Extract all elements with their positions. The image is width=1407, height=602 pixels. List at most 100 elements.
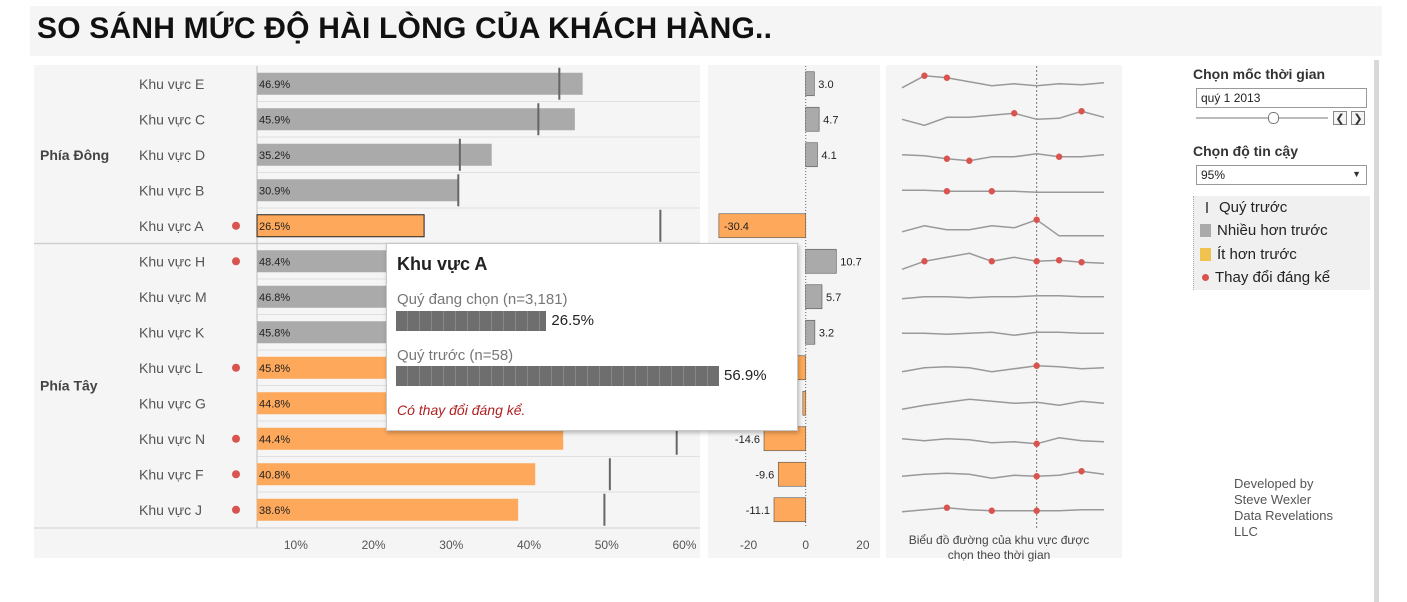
tooltip-previous-label: Quý trước (n=58) [397, 347, 514, 364]
confidence-dropdown[interactable]: 95% ▼ [1196, 165, 1367, 185]
significant-dot-icon [1202, 274, 1209, 281]
change-value-label: -11.1 [746, 505, 770, 517]
significant-point [1055, 153, 1063, 160]
credit-line: LLC [1234, 524, 1258, 539]
tooltip-previous-bar [396, 366, 719, 386]
credit: Developed by Steve Wexler Data Revelatio… [1234, 476, 1364, 540]
satisfaction-bar [257, 463, 536, 486]
time-filter-title: Chọn mốc thời gian [1193, 66, 1326, 82]
change-x-axis: -20 0 20 [740, 538, 870, 552]
confidence-filter-title: Chọn độ tin cậy [1193, 143, 1298, 159]
significant-point [1033, 507, 1040, 514]
group-label: Phía Tây [40, 378, 98, 394]
category-label: Khu vực K [139, 324, 205, 340]
satisfaction-bar [257, 143, 492, 166]
category-label: Khu vực M [139, 289, 207, 305]
significant-dot [232, 221, 240, 230]
change-tick-label: 20 [856, 538, 870, 552]
tooltip-title: Khu vực A [397, 254, 488, 274]
sparkline [902, 189, 1104, 194]
legend-item-previous: Quý trước [1200, 199, 1287, 216]
change-bar [805, 71, 815, 97]
bar-value-label: 38.6% [259, 505, 290, 517]
satisfaction-x-axis: 10% 20% 30% 40% 50% 60% [284, 538, 697, 552]
significant-point [1078, 468, 1085, 475]
chevron-right-icon[interactable]: ❯ [1351, 111, 1365, 125]
significant-point [1033, 216, 1040, 223]
legend-label-more: Nhiều hơn trước [1217, 222, 1328, 239]
reference-line-icon [1206, 202, 1208, 213]
time-slider-thumb[interactable] [1267, 112, 1279, 124]
significant-point [1033, 362, 1040, 369]
sparkline [901, 365, 1105, 373]
change-bar [777, 461, 807, 487]
chevron-left-icon[interactable]: ❮ [1333, 111, 1347, 125]
category-label: Khu vực E [139, 76, 204, 92]
significant-dot [232, 470, 240, 479]
significant-point [966, 157, 973, 164]
page-scrollbar[interactable] [1374, 60, 1379, 602]
tooltip-current-bar [396, 311, 547, 331]
bar-value-label: 40.8% [259, 469, 290, 481]
tooltip-previous-value: 56.9% [724, 367, 767, 384]
category-label: Khu vực F [139, 466, 204, 482]
change-bar [805, 142, 818, 168]
legend-item-less: Ít hơn trước [1200, 246, 1297, 263]
significant-point [988, 188, 995, 195]
time-slider[interactable] [1196, 112, 1328, 124]
category-label: Khu vực C [139, 111, 205, 127]
change-bar [805, 319, 816, 345]
change-bar-chart: 3.0 4.7 4.1 -30.4 10.7 5.7 3.2 -14.6 -9.6 -11.1 [718, 66, 862, 528]
significant-point [988, 258, 995, 265]
significant-point [943, 504, 951, 511]
category-label: Khu vực D [139, 147, 205, 163]
x-tick-label: 60% [672, 538, 696, 552]
change-bar [805, 106, 820, 132]
significant-point [943, 74, 951, 81]
significant-point [1078, 259, 1085, 266]
credit-line: Developed by [1234, 476, 1314, 491]
sparkline [901, 75, 1105, 89]
significant-dot [232, 434, 240, 443]
significant-point [1033, 473, 1040, 480]
sparkline [902, 331, 1104, 337]
satisfaction-bar [257, 427, 564, 450]
bar-value-label: 45.9% [259, 114, 290, 126]
sparkline [901, 470, 1105, 480]
significant-dot [232, 505, 240, 514]
change-value-label: 4.7 [823, 114, 838, 126]
bar-value-label: 30.9% [259, 185, 290, 197]
legend-item-more: Nhiều hơn trước [1200, 222, 1328, 239]
sparkline [901, 507, 1104, 513]
bar-value-label: 26.5% [259, 221, 290, 233]
significant-point [1011, 110, 1018, 117]
significant-point [943, 155, 951, 162]
change-value-label: 5.7 [826, 292, 841, 304]
trend-panel-bg [886, 65, 1122, 558]
x-tick-label: 10% [284, 538, 308, 552]
significant-point [988, 507, 995, 514]
category-label: Khu vực L [139, 360, 203, 376]
title-band [30, 6, 1382, 56]
significant-point [1033, 440, 1040, 447]
satisfaction-bar [257, 498, 519, 521]
change-value-label: 10.7 [840, 256, 861, 268]
time-slider-track [1196, 117, 1328, 119]
change-bar [718, 213, 807, 239]
bar-value-label: 46.9% [259, 79, 290, 91]
change-bar [805, 284, 823, 310]
sparkline [901, 218, 1104, 237]
category-label: Khu vực J [139, 502, 202, 518]
legend-label-previous: Quý trước [1219, 199, 1288, 216]
credit-line: Data Revelations [1234, 508, 1333, 523]
sparkline [901, 398, 1105, 411]
credit-line: Steve Wexler [1234, 492, 1312, 507]
significant-dot [232, 363, 240, 372]
time-value-field[interactable]: quý 1 2013 [1196, 88, 1367, 108]
bar-value-label: 44.8% [259, 398, 290, 410]
significant-point [1055, 257, 1063, 264]
category-label: Khu vực A [139, 218, 204, 234]
category-label: Khu vực G [139, 395, 206, 411]
trend-caption-line2: chọn theo thời gian [948, 548, 1051, 562]
bar-value-label: 45.8% [259, 363, 290, 375]
